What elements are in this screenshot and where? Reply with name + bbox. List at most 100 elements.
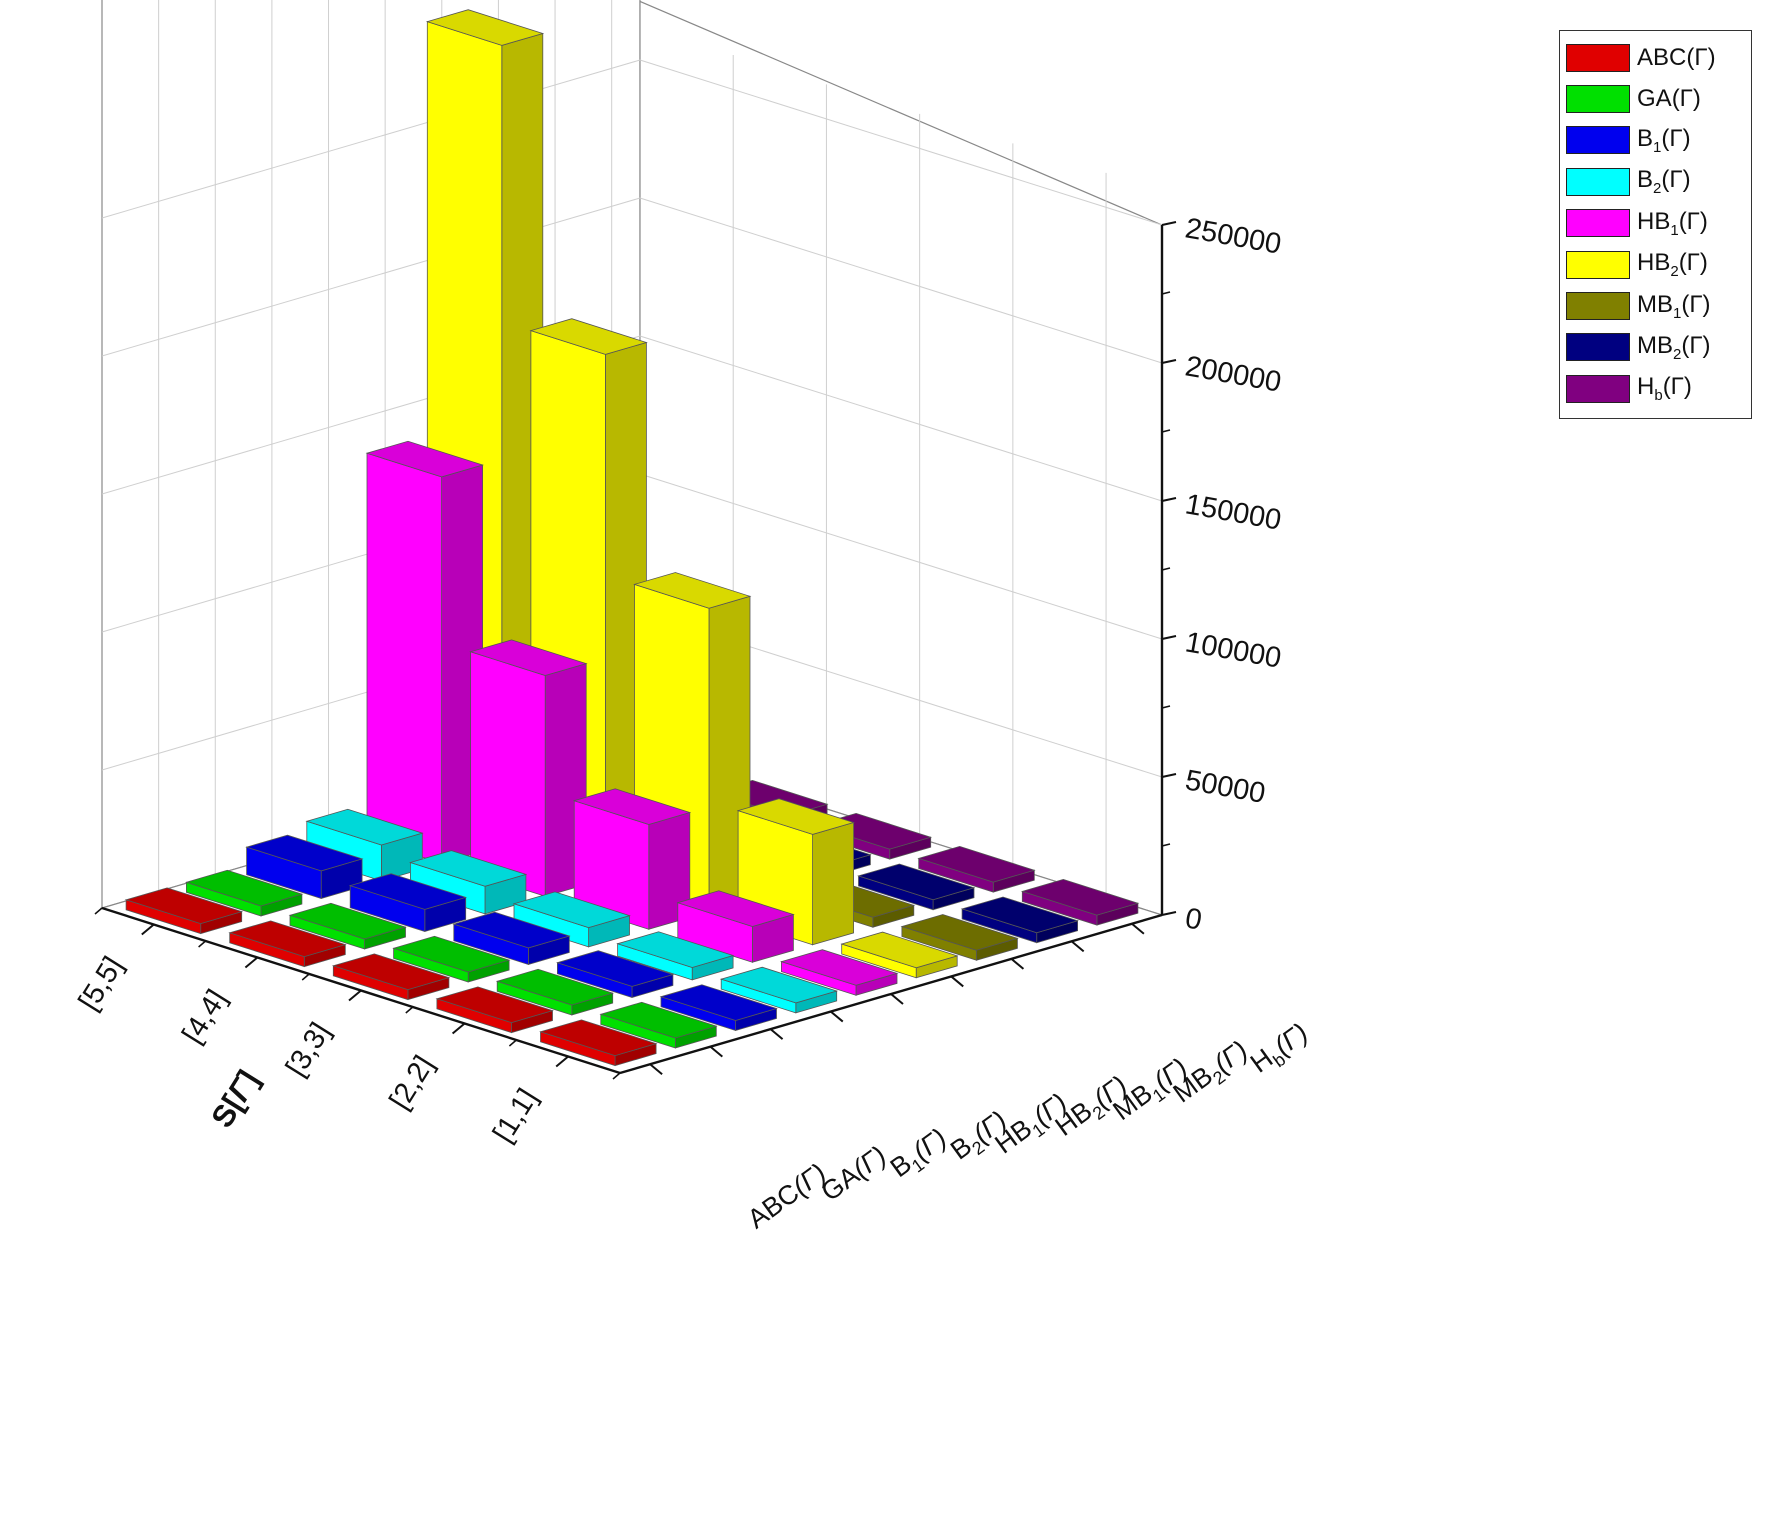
legend-swatch — [1566, 167, 1630, 196]
gridline — [101, 197, 641, 357]
z-tick-label: 150000 — [1183, 488, 1284, 536]
legend-item: ABC(Γ) — [1566, 37, 1745, 78]
legend-item: HB1(Γ) — [1566, 203, 1745, 244]
z-tick — [1161, 497, 1177, 502]
legend-label: ABC(Γ) — [1637, 43, 1716, 71]
gridline — [639, 473, 1163, 640]
y-tick-label: ABC(Γ) — [742, 1158, 832, 1235]
legend-label: HB1(Γ) — [1637, 207, 1708, 239]
gridline — [639, 59, 1163, 226]
legend-swatch — [1566, 250, 1630, 279]
z-tick — [1161, 911, 1177, 916]
z-tick — [1161, 635, 1177, 640]
x-tick — [348, 989, 362, 1002]
bar-abc-2 — [435, 986, 554, 1034]
bar-b2-1 — [719, 966, 839, 1014]
z-minor-tick — [1161, 567, 1171, 571]
x-minor-tick — [198, 940, 207, 948]
x-minor-tick — [301, 973, 310, 981]
legend-label: MB1(Γ) — [1637, 290, 1711, 322]
bar-ga-2 — [495, 968, 615, 1016]
y-tick — [649, 1063, 663, 1075]
legend-label: B2(Γ) — [1637, 166, 1691, 198]
y-tick-label: Hb(Γ) — [1245, 1017, 1316, 1082]
y-tick — [1131, 923, 1145, 935]
y-tick — [1071, 940, 1085, 953]
legend-swatch — [1566, 333, 1630, 362]
gridline — [639, 335, 1163, 502]
bar-hb1-4 — [469, 639, 588, 897]
chart-legend: ABC(Γ) GA(Γ) B1(Γ) B2(Γ) HB1(Γ) HB2(Γ) MB1(Γ) M… — [1559, 30, 1752, 419]
z-tick-label: 250000 — [1183, 212, 1284, 260]
y-tick — [890, 993, 904, 1005]
z-tick-label: 50000 — [1183, 764, 1268, 810]
x-tick — [451, 1022, 466, 1035]
z-tick — [1161, 773, 1177, 778]
legend-swatch — [1566, 292, 1630, 321]
z-tick-label: 100000 — [1183, 626, 1284, 674]
gridline — [101, 59, 641, 219]
bar-abc-3 — [331, 953, 451, 1001]
x-axis-title: S[Γ] — [204, 1064, 266, 1134]
x-minor-tick — [508, 1039, 517, 1047]
gridline — [639, 197, 1163, 364]
bar-hb1-1 — [780, 949, 899, 996]
legend-item: GA(Γ) — [1566, 78, 1745, 119]
legend-label: B1(Γ) — [1637, 125, 1691, 156]
bar-abc-5 — [124, 887, 244, 935]
y-tick — [769, 1028, 784, 1040]
bar-abc-4 — [228, 920, 347, 968]
bar-ga-3 — [392, 935, 511, 983]
bar-ga-4 — [288, 902, 407, 950]
legend-item: B2(Γ) — [1566, 161, 1745, 202]
y-tick — [950, 975, 964, 988]
z-minor-tick — [1161, 705, 1171, 709]
bar-mb1-1 — [900, 914, 1019, 961]
x-minor-tick — [405, 1006, 414, 1014]
y-tick — [1010, 958, 1025, 970]
bar-b1-4 — [348, 873, 468, 933]
bar-ga-1 — [599, 1001, 718, 1049]
x-tick-label: [5,5] — [73, 951, 130, 1016]
y-tick — [830, 1010, 844, 1023]
x-tick-label: [3,3] — [280, 1017, 337, 1082]
legend-label: GA(Γ) — [1637, 85, 1701, 113]
z-tick — [1161, 221, 1177, 226]
x-tick-label: [4,4] — [176, 984, 233, 1049]
bar-hb2-1 — [840, 931, 959, 979]
legend-label: HB2(Γ) — [1637, 249, 1708, 281]
bar-b1-1 — [659, 984, 778, 1032]
y-tick-label: GA(Γ) — [816, 1140, 892, 1207]
legend-label: Hb(Γ) — [1637, 373, 1692, 405]
bar-hb1-5 — [365, 440, 484, 864]
x-tick — [555, 1055, 569, 1068]
bar-b1-2 — [556, 950, 675, 999]
y-tick-label: B1(Γ) — [885, 1123, 955, 1187]
bar-b2-2 — [616, 931, 735, 981]
bar-b1-3 — [452, 911, 571, 966]
chart-bars — [124, 9, 1140, 1067]
legend-label: MB2(Γ) — [1637, 332, 1711, 363]
z-minor-tick — [1161, 843, 1171, 847]
y-tick — [709, 1045, 723, 1058]
x-tick — [141, 923, 155, 936]
bar-mb2-1 — [960, 896, 1079, 944]
bar-hb1-2 — [676, 890, 795, 963]
legend-swatch — [1566, 374, 1630, 403]
x-tick-label: [2,2] — [383, 1050, 440, 1115]
bar-hb-2 — [917, 845, 1036, 893]
bar-ga-5 — [185, 869, 304, 917]
legend-swatch — [1566, 209, 1630, 238]
bar-hb-1 — [1020, 878, 1140, 926]
legend-item: MB2(Γ) — [1566, 327, 1745, 368]
z-tick — [1161, 359, 1177, 364]
x-tick-label: [1,1] — [487, 1083, 544, 1148]
z-minor-tick — [1161, 291, 1171, 295]
legend-swatch — [1566, 43, 1630, 72]
bar-b1-5 — [245, 834, 364, 900]
x-tick — [244, 956, 259, 969]
legend-item: MB1(Γ) — [1566, 285, 1745, 326]
y-tick-label: MB2(Γ) — [1168, 1035, 1256, 1113]
legend-swatch — [1566, 126, 1630, 155]
